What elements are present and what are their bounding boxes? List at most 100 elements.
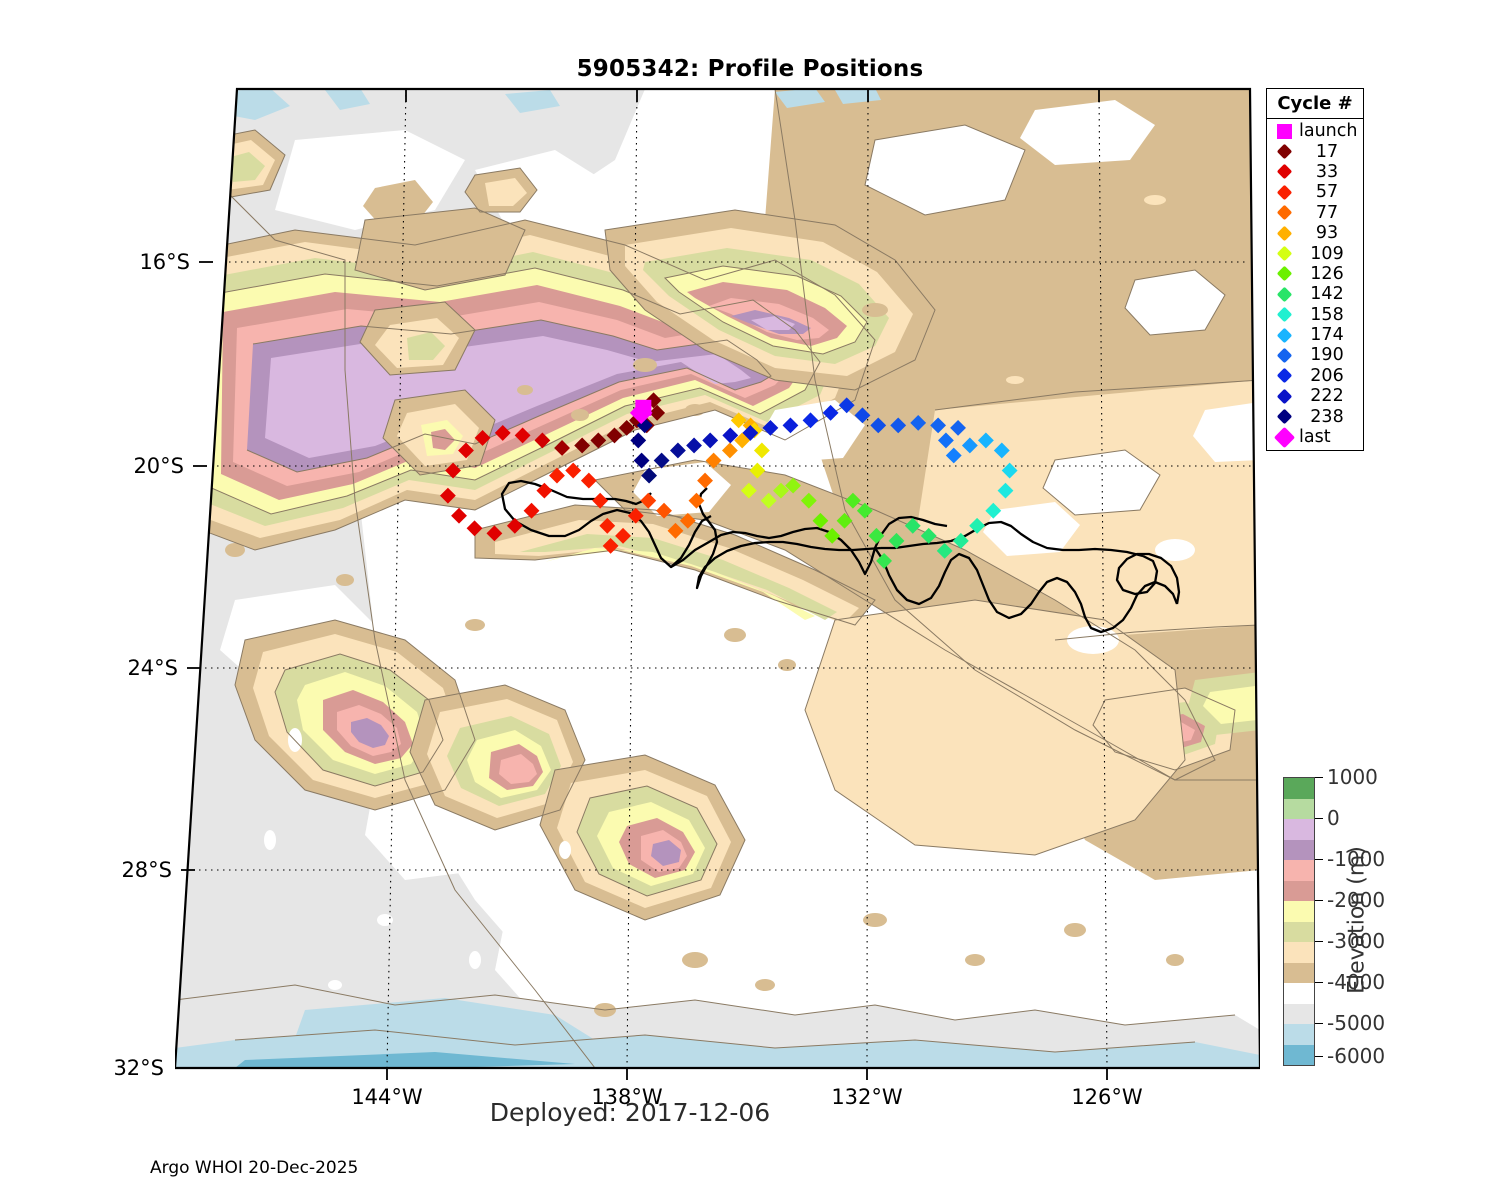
legend-item-109[interactable]: 109 [1267,243,1363,264]
profile-marker[interactable] [606,427,623,444]
profile-marker[interactable] [506,517,523,534]
profile-marker[interactable] [740,482,757,499]
legend-item-206[interactable]: 206 [1267,366,1363,386]
legend-item-126[interactable]: 126 [1267,264,1363,284]
profile-marker[interactable] [574,437,591,454]
profile-marker[interactable] [649,404,666,421]
profile-marker[interactable] [845,492,861,509]
profile-marker[interactable] [486,525,503,542]
profile-marker[interactable] [997,482,1014,499]
legend-item-77[interactable]: 77 [1267,203,1363,223]
legend-item-93[interactable]: 93 [1267,223,1363,243]
profile-marker[interactable] [1001,462,1018,479]
legend-marker-142 [1273,286,1295,303]
legend-item-33[interactable]: 33 [1267,162,1363,182]
profile-marker[interactable] [466,520,483,537]
legend-item-158[interactable]: 158 [1267,305,1363,325]
profile-marker[interactable] [653,452,670,469]
profile-marker[interactable] [836,512,853,529]
profile-marker[interactable] [439,487,456,504]
legend-item-57[interactable]: 57 [1267,182,1363,202]
profile-marker[interactable] [705,452,722,469]
profile-marker[interactable] [782,417,799,434]
legend-item-17[interactable]: 17 [1267,141,1363,162]
profile-marker[interactable] [640,492,657,509]
profile-marker[interactable] [697,472,713,489]
profile-marker[interactable] [824,527,841,544]
profile-marker[interactable] [721,442,738,459]
profile-marker[interactable] [730,412,747,429]
profile-marker[interactable] [993,442,1010,459]
profile-marker[interactable] [938,432,954,449]
profile-marker[interactable] [753,442,770,459]
legend-marker-190 [1273,347,1295,364]
profile-marker[interactable] [580,472,597,489]
profile-marker[interactable] [514,427,531,444]
profile-marker[interactable] [599,517,616,534]
profile-marker[interactable] [615,527,631,544]
profile-marker[interactable] [856,502,873,519]
profile-marker[interactable] [702,432,719,449]
profile-marker[interactable] [904,517,921,534]
profile-marker[interactable] [870,417,887,434]
profile-marker[interactable] [945,447,962,464]
last-marker[interactable] [629,401,653,425]
legend-item-174[interactable]: 174 [1267,325,1363,345]
colorbar-band-4 [1284,860,1314,881]
profile-marker[interactable] [762,419,779,436]
profile-marker[interactable] [910,414,927,431]
diamond-marker-icon [1276,143,1292,160]
profile-marker[interactable] [523,502,540,519]
profile-marker[interactable] [590,432,607,449]
profile-marker[interactable] [592,492,609,509]
profile-marker[interactable] [458,442,474,459]
profile-marker[interactable] [602,537,619,554]
profile-marker[interactable] [802,412,819,429]
profile-marker[interactable] [985,502,1002,519]
profile-marker[interactable] [838,397,855,414]
profile-marker[interactable] [822,404,839,421]
profile-marker[interactable] [554,440,570,456]
profile-marker[interactable] [936,542,953,559]
profile-marker[interactable] [868,527,885,544]
profile-marker[interactable] [618,419,635,436]
profile-marker[interactable] [920,527,937,544]
profile-marker[interactable] [969,517,986,534]
profile-marker[interactable] [961,437,978,454]
legend-item-190[interactable]: 190 [1267,345,1363,365]
profile-marker[interactable] [773,482,789,499]
profile-marker[interactable] [656,502,672,519]
legend-label: 222 [1310,386,1344,407]
profile-marker[interactable] [679,512,696,529]
colorbar-tick-label: -4000 [1327,970,1386,994]
square-marker-icon [1276,123,1292,139]
profile-marker[interactable] [812,512,829,529]
legend-item-launch[interactable]: launch [1267,121,1363,141]
legend-item-142[interactable]: 142 [1267,284,1363,304]
profile-marker[interactable] [494,424,511,441]
profile-marker[interactable] [633,452,650,469]
profile-marker[interactable] [627,507,644,524]
legend-item-222[interactable]: 222 [1267,386,1363,406]
profile-marker[interactable] [742,424,759,441]
profile-marker[interactable] [451,507,467,524]
profile-marker[interactable] [549,467,565,484]
legend-marker-174 [1273,327,1295,343]
colorbar-tick-label: -1000 [1327,847,1386,871]
profile-marker[interactable] [474,430,491,446]
colorbar-band-0 [1284,778,1314,799]
profile-marker[interactable] [950,419,966,436]
profile-marker[interactable] [686,437,702,454]
profile-marker[interactable] [445,462,462,479]
profile-marker[interactable] [854,407,871,424]
legend-item-238[interactable]: 238 [1267,406,1363,427]
profile-marker[interactable] [722,427,739,444]
profile-marker[interactable] [977,432,994,449]
legend-item-last[interactable]: last [1267,426,1363,448]
profile-marker[interactable] [536,482,553,499]
profile-marker[interactable] [641,467,658,484]
profile-marker[interactable] [785,477,802,494]
profile-marker[interactable] [890,417,907,434]
profile-marker[interactable] [670,442,686,459]
profile-marker[interactable] [930,417,947,434]
